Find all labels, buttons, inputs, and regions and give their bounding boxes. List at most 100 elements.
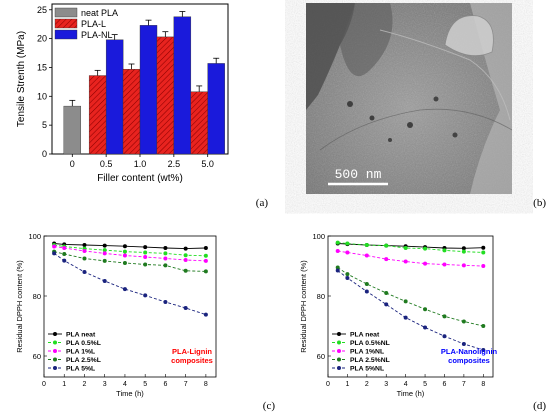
bar-pla-l	[190, 91, 208, 155]
bar-pla-l	[122, 68, 141, 155]
x-tick-label: 1	[345, 381, 349, 388]
x-tick-label: 5	[143, 381, 147, 388]
data-point	[183, 246, 188, 251]
y-tick-label: 0	[42, 149, 47, 159]
legend-label: PLA 1%L	[66, 349, 95, 356]
data-point	[461, 263, 466, 268]
panel-c-line-chart: 0 1 2 3 4 5 6 7 8 60 80 100 Time (h) Residual DPPH co…	[15, 232, 217, 398]
data-point	[384, 243, 389, 248]
x-tick-label: 7	[184, 381, 188, 388]
legend-label: neat PLA	[81, 8, 118, 18]
tem-sheet	[340, 3, 393, 77]
tem-particle	[388, 138, 392, 142]
panel-b-tem-image: 500 nm	[306, 3, 513, 194]
legend-label: PLA neat	[66, 332, 96, 339]
legend-label: PLA 0.5%NL	[350, 340, 390, 347]
x-tick-label: 8	[481, 381, 485, 388]
legend-marker	[53, 357, 57, 362]
data-point	[203, 258, 208, 263]
data-point	[163, 256, 168, 261]
tem-fold-line	[379, 29, 511, 121]
data-point	[203, 269, 208, 274]
legend-label: PLA neat	[350, 332, 380, 339]
data-point	[183, 306, 188, 310]
data-point	[423, 246, 428, 251]
y-axis-label: Tensile Strenth (MPa)	[16, 31, 27, 127]
legend-label: PLA 5%L	[66, 366, 95, 373]
data-point	[143, 250, 148, 255]
legend-label: PLA 5%NL	[350, 366, 384, 373]
x-axis-label: Time (h)	[397, 389, 425, 398]
data-point	[364, 289, 369, 294]
plot-frame	[327, 235, 494, 378]
data-point	[62, 252, 67, 256]
x-tick-label: 4	[404, 381, 408, 388]
data-point	[423, 307, 428, 312]
data-point	[203, 312, 208, 317]
x-tick-label: 0.5	[100, 159, 113, 169]
y-tick-label: 100	[312, 232, 325, 241]
legend-label: PLA 2.5%L	[66, 357, 101, 364]
panel-d-line-chart: 0 1 2 3 4 5 6 7 8 60 80 100 Time (h) Residual DPPH co…	[299, 232, 498, 398]
data-point	[461, 342, 466, 346]
data-point	[442, 334, 447, 339]
series-line	[53, 251, 206, 272]
data-point	[481, 250, 486, 255]
panel-d-letter: (d)	[533, 400, 546, 412]
data-point	[345, 272, 350, 277]
y-tick-label: 60	[33, 352, 41, 361]
y-tick-label: 60	[317, 352, 325, 361]
panel-c-letter: (c)	[263, 400, 276, 412]
legend-label: PLA-L	[81, 19, 106, 29]
data-point	[423, 325, 428, 330]
legend-marker	[337, 332, 341, 336]
data-point	[122, 253, 127, 258]
y-tick-label: 80	[317, 292, 325, 301]
legend-marker	[337, 366, 341, 370]
data-point	[82, 249, 87, 253]
data-point	[384, 302, 389, 307]
data-point	[335, 249, 340, 253]
data-point	[403, 259, 408, 264]
x-tick-label: 3	[384, 381, 388, 388]
data-point	[143, 293, 148, 298]
x-axis-label: Filler content (wt%)	[97, 173, 183, 184]
annotation-text: PLA-Nanolignin	[441, 347, 498, 356]
panel-b-letter: (b)	[533, 197, 546, 209]
data-point	[102, 248, 107, 253]
data-point	[345, 276, 350, 280]
data-point	[102, 243, 107, 248]
legend-label: PLA-NL	[81, 30, 113, 40]
x-tick-label: 0	[70, 159, 75, 169]
data-point	[335, 240, 340, 245]
y-axis-label: Residual DPPH content (%)	[15, 260, 24, 353]
legend-marker	[337, 349, 341, 353]
x-tick-label: 0	[42, 381, 46, 388]
data-point	[102, 258, 107, 263]
data-point	[163, 251, 168, 256]
data-point	[183, 253, 188, 258]
x-tick-label: 6	[163, 381, 167, 388]
legend-marker	[53, 366, 57, 370]
data-point	[122, 261, 127, 265]
x-tick-label: 1.0	[134, 159, 147, 169]
data-point	[203, 253, 208, 258]
data-point	[203, 246, 208, 250]
data-point	[163, 300, 168, 304]
data-point	[364, 253, 369, 258]
series-line	[337, 250, 484, 267]
data-point	[62, 246, 67, 250]
tem-particle	[347, 101, 353, 107]
y-tick-label: 10	[37, 91, 47, 101]
data-point	[461, 246, 466, 251]
legend-marker	[53, 332, 57, 336]
data-point	[52, 244, 57, 249]
data-point	[461, 319, 466, 324]
data-point	[183, 268, 188, 273]
data-point	[183, 258, 188, 262]
legend-label: PLA 0.5%L	[66, 340, 101, 347]
x-tick-label: 5.0	[201, 159, 214, 169]
annotation-text: PLA-Lignin	[172, 347, 212, 356]
x-tick-label: 7	[462, 381, 466, 388]
legend-marker	[337, 357, 341, 362]
